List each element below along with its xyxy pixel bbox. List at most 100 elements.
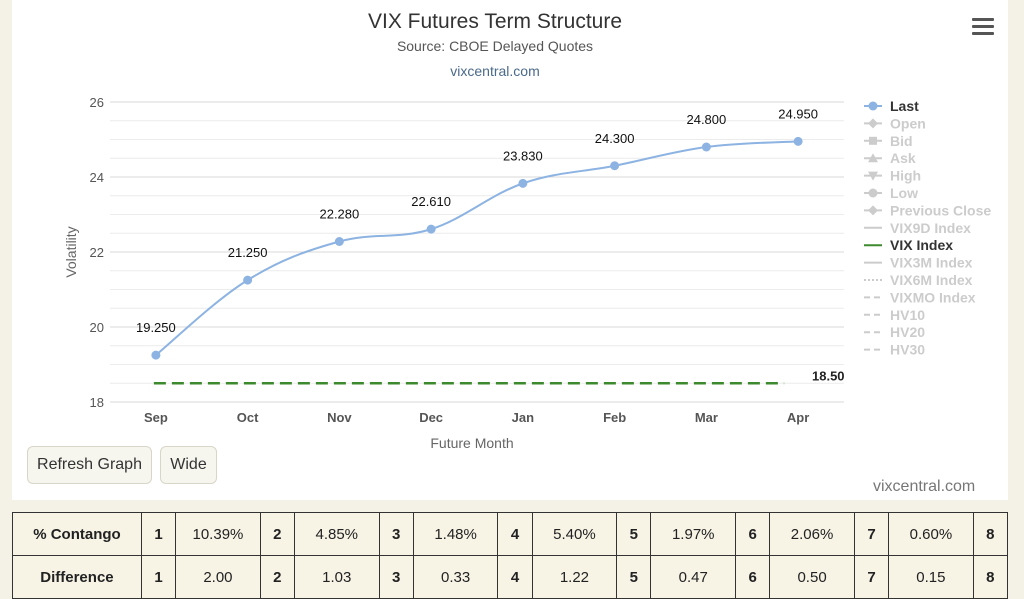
- value-cell: 1.97%: [650, 512, 737, 556]
- legend-label[interactable]: VIX9D Index: [890, 220, 971, 236]
- data-point[interactable]: [151, 350, 161, 360]
- legend-label[interactable]: HV30: [890, 342, 925, 358]
- data-point[interactable]: [426, 224, 436, 234]
- month-index-cell: 1: [140, 555, 177, 599]
- month-index-cell: 3: [378, 555, 414, 599]
- legend-label[interactable]: HV10: [890, 307, 925, 323]
- legend-marker: [869, 136, 877, 145]
- legend-item[interactable]: VIX6M Index: [864, 272, 973, 288]
- legend-item[interactable]: Low: [864, 185, 918, 201]
- x-tick-label: Feb: [603, 410, 626, 425]
- legend-label[interactable]: HV20: [890, 324, 925, 340]
- refresh-graph-button[interactable]: Refresh Graph: [27, 446, 152, 484]
- x-tick-labels: Sep Oct Nov Dec Jan Feb Mar Apr: [144, 410, 809, 425]
- legend-label[interactable]: Low: [890, 185, 918, 201]
- data-point[interactable]: [793, 136, 803, 146]
- legend-label[interactable]: VIX3M Index: [890, 255, 973, 271]
- x-tick-label: Oct: [237, 410, 259, 425]
- month-index-cell: 7: [853, 555, 890, 599]
- legend-item[interactable]: HV30: [864, 342, 925, 358]
- legend-item[interactable]: VIX9D Index: [864, 220, 971, 236]
- legend-marker: [868, 101, 878, 111]
- legend-item[interactable]: High: [864, 168, 921, 184]
- month-index-cell: 6: [735, 555, 771, 599]
- x-tick-label: Jan: [512, 410, 534, 425]
- hamburger-menu-icon[interactable]: [972, 18, 994, 36]
- legend-label[interactable]: Ask: [890, 150, 916, 166]
- legend-item[interactable]: VIX3M Index: [864, 255, 973, 271]
- value-cell: 2.00: [175, 555, 261, 599]
- month-index-cell: 7: [853, 512, 890, 556]
- wide-button[interactable]: Wide: [160, 446, 217, 484]
- value-cell: 5.40%: [531, 512, 618, 556]
- legend-label[interactable]: Bid: [890, 133, 913, 149]
- data-point[interactable]: [518, 178, 528, 188]
- data-label: 21.250: [228, 245, 268, 260]
- series-last-group: 19.250 21.250 22.280 22.610 23.830 24.300 24.8…: [136, 106, 818, 360]
- credit-link[interactable]: vixcentral.com: [873, 478, 976, 495]
- month-index-cell: 8: [972, 512, 1009, 556]
- y-tick-label: 22: [90, 245, 104, 260]
- value-cell: 4.85%: [293, 512, 380, 556]
- series-line-last: [155, 140, 799, 356]
- x-tick-label: Dec: [419, 410, 443, 425]
- legend-label[interactable]: Previous Close: [890, 202, 991, 218]
- legend-label[interactable]: Last: [890, 98, 919, 114]
- legend-marker: [868, 118, 878, 129]
- month-index-cell: 2: [259, 512, 295, 556]
- legend-item[interactable]: VIXMO Index: [864, 289, 976, 305]
- legend-item[interactable]: Last: [864, 98, 919, 114]
- grid-lines: [110, 101, 844, 403]
- y-tick-label: 20: [90, 320, 104, 335]
- legend-marker: [868, 188, 878, 198]
- value-cell: 0.50: [769, 555, 855, 599]
- legend-item[interactable]: Ask: [864, 150, 916, 166]
- data-point[interactable]: [243, 275, 253, 285]
- x-axis-label: Future Month: [430, 435, 513, 450]
- vix-index-label: 18.50: [812, 368, 845, 383]
- legend-item[interactable]: HV20: [864, 324, 925, 340]
- legend-label[interactable]: VIX Index: [890, 237, 953, 253]
- legend-marker: [868, 205, 878, 216]
- chart-panel: VIX Futures Term Structure Source: CBOE …: [12, 0, 1008, 500]
- legend-marker: [868, 171, 878, 181]
- row-header: Difference: [12, 555, 142, 599]
- month-index-cell: 6: [735, 512, 771, 556]
- contango-table: % Contango 1 10.39% 2 4.85% 3 1.48% 4 5.40% 5 1.97…: [12, 512, 1009, 599]
- data-label: 22.280: [319, 207, 359, 222]
- data-point[interactable]: [334, 237, 344, 246]
- table-row: Difference 1 2.00 2 1.03 3 0.33 4 1.22 5 0.47 6 0.50…: [12, 555, 1009, 599]
- legend-label[interactable]: Open: [890, 115, 926, 131]
- month-index-cell: 2: [259, 555, 295, 599]
- x-tick-label: Apr: [787, 410, 809, 425]
- month-index-cell: 4: [497, 512, 533, 556]
- site-link[interactable]: vixcentral.com: [450, 63, 540, 79]
- month-index-cell: 8: [972, 555, 1009, 599]
- legend-item[interactable]: Bid: [864, 133, 913, 149]
- data-point[interactable]: [610, 161, 620, 171]
- y-tick-label: 26: [90, 95, 104, 110]
- y-tick-label: 24: [90, 170, 104, 185]
- value-cell: 1.48%: [412, 512, 499, 556]
- vix-index-line-group: 18.50: [153, 368, 845, 385]
- term-structure-chart: 18 20 22 24 26 Sep Oct Nov Dec Jan Feb Mar Apr Vola…: [63, 95, 991, 450]
- value-cell: 0.47: [650, 555, 737, 599]
- x-tick-label: Mar: [695, 410, 718, 425]
- legend-item[interactable]: HV10: [864, 307, 925, 323]
- legend-item[interactable]: VIX Index: [864, 237, 953, 253]
- legend-label[interactable]: VIXMO Index: [890, 289, 976, 305]
- legend-label[interactable]: High: [890, 168, 921, 184]
- value-cell: 0.60%: [888, 512, 974, 556]
- legend-label[interactable]: VIX6M Index: [890, 272, 973, 288]
- row-header: % Contango: [12, 512, 142, 556]
- month-index-cell: 1: [140, 512, 177, 556]
- data-point[interactable]: [701, 142, 711, 152]
- month-index-cell: 4: [497, 555, 533, 599]
- y-tick-labels: 18 20 22 24 26: [90, 95, 104, 410]
- value-cell: 10.39%: [175, 512, 261, 556]
- value-cell: 1.03: [293, 555, 380, 599]
- y-axis-label: Volatility: [63, 226, 79, 277]
- legend-item[interactable]: Open: [864, 115, 926, 131]
- month-index-cell: 5: [616, 555, 652, 599]
- legend-item[interactable]: Previous Close: [864, 202, 991, 218]
